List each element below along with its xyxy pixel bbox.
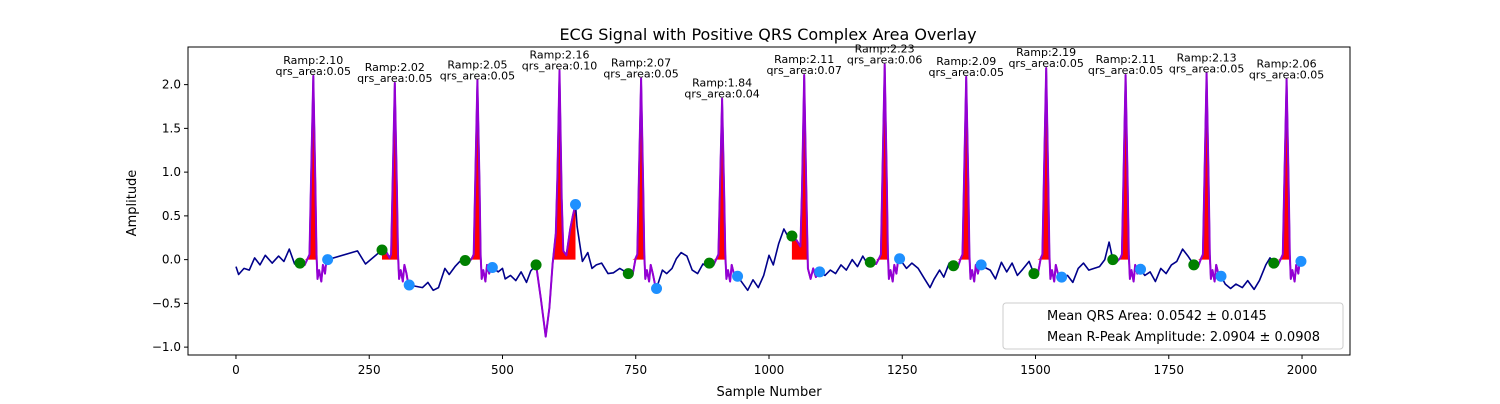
- peak-label-ramp-8: Ramp:2.23: [855, 43, 915, 56]
- x-tick-label: 1500: [1020, 363, 1051, 377]
- x-tick-label: 1750: [1153, 363, 1184, 377]
- legend: Mean QRS Area: 0.0542 ± 0.0145 Mean R-Pe…: [1002, 302, 1344, 350]
- x-tick-label: 1000: [754, 363, 785, 377]
- y-tick-label: 0.0: [162, 253, 181, 267]
- qrs-offset-marker-11: [1135, 263, 1147, 275]
- y-tick-label: 2.0: [162, 78, 181, 92]
- qrs-onset-marker-2: [376, 244, 388, 256]
- peak-label-area-2: qrs_area:0.05: [357, 72, 432, 85]
- qrs-offset-marker-8: [894, 253, 906, 265]
- qrs-segment-5: [627, 77, 658, 290]
- qrs-segment-2: [381, 81, 411, 286]
- qrs-offset-marker-4: [570, 199, 582, 210]
- y-axis: −1.0 −0.5 0.0 0.5 1.0 1.5 2.0: [152, 78, 188, 354]
- qrs-offset-marker-5: [651, 283, 663, 294]
- qrs-offset-marker-7: [814, 266, 826, 278]
- peak-label-area-1: qrs_area:0.05: [276, 65, 351, 78]
- peak-label-ramp-11: Ramp:2.11: [1096, 53, 1156, 66]
- x-tick-label: 750: [624, 363, 647, 377]
- legend-box: [1002, 302, 1344, 350]
- x-axis-label: Sample Number: [716, 385, 822, 400]
- legend-entry-mean-qrs-area: Mean QRS Area: 0.0542 ± 0.0145: [1047, 309, 1267, 324]
- peak-label-ramp-3: Ramp:2.05: [447, 58, 507, 71]
- x-tick-label: 500: [491, 363, 514, 377]
- qrs-segment-1: [299, 74, 329, 283]
- y-tick-label: 1.0: [162, 165, 181, 179]
- peak-label-area-4: qrs_area:0.10: [522, 60, 597, 73]
- qrs-segment-10: [1033, 67, 1063, 283]
- qrs-segment-6: [708, 97, 739, 283]
- x-tick-label: 2000: [1287, 363, 1318, 377]
- peak-label-area-10: qrs_area:0.05: [1008, 57, 1083, 70]
- peak-label-ramp-12: Ramp:2.13: [1177, 51, 1237, 64]
- qrs-segment-9: [953, 75, 982, 283]
- qrs-offset-marker-10: [1056, 271, 1068, 283]
- qrs-onset-marker-6: [703, 257, 715, 269]
- qrs-area-fill-8: [870, 64, 900, 260]
- qrs-onset-marker-1: [294, 257, 306, 269]
- qrs-offset-marker-6: [732, 270, 744, 282]
- x-axis: 0 250 500 750 1000 1250 1500 1750 2000: [232, 355, 1317, 377]
- qrs-onset-marker-3: [459, 255, 471, 266]
- qrs-onset-marker-5: [622, 268, 634, 280]
- x-tick-label: 250: [358, 363, 381, 377]
- peak-label-area-12: qrs_area:0.05: [1169, 62, 1244, 75]
- peak-label-area-6: qrs_area:0.04: [684, 88, 759, 101]
- qrs-onset-marker-12: [1188, 259, 1200, 271]
- peak-label-area-8: qrs_area:0.06: [847, 54, 922, 67]
- qrs-area-fill-1: [299, 75, 328, 260]
- x-tick-label: 0: [232, 363, 240, 377]
- peak-label-ramp-2: Ramp:2.02: [365, 61, 425, 74]
- peak-label-ramp-6: Ramp:1.84: [692, 77, 752, 90]
- peak-label-ramp-9: Ramp:2.09: [936, 55, 996, 68]
- peak-label-area-13: qrs_area:0.05: [1249, 68, 1324, 81]
- qrs-area-fill-4: [536, 70, 576, 260]
- qrs-offset-marker-13: [1295, 255, 1307, 267]
- qrs-onset-marker-9: [947, 260, 959, 272]
- y-tick-label: 1.5: [162, 121, 181, 135]
- x-tick-label: 1250: [887, 363, 918, 377]
- qrs-offset-marker-12: [1215, 270, 1227, 282]
- y-axis-label: Amplitude: [125, 170, 140, 237]
- chart-title: ECG Signal with Positive QRS Complex Are…: [559, 25, 976, 44]
- qrs-offset-marker-9: [975, 259, 987, 271]
- qrs-segment-13: [1273, 78, 1302, 283]
- y-tick-label: −1.0: [152, 340, 181, 354]
- qrs-segment-8: [870, 63, 901, 283]
- plot-area: [235, 63, 1307, 338]
- peak-label-area-7: qrs_area:0.07: [766, 64, 841, 77]
- peak-label-ramp-13: Ramp:2.06: [1257, 57, 1317, 70]
- qrs-offset-marker-3: [486, 262, 498, 273]
- qrs-offset-marker-1: [322, 254, 334, 266]
- peak-label-area-3: qrs_area:0.05: [440, 69, 515, 82]
- qrs-onset-marker-4: [530, 259, 542, 271]
- qrs-onset-marker-10: [1028, 268, 1040, 280]
- qrs-onset-marker-13: [1268, 257, 1280, 269]
- qrs-onset-marker-11: [1107, 254, 1119, 266]
- peak-label-ramp-4: Ramp:2.16: [529, 49, 589, 62]
- peak-label-ramp-10: Ramp:2.19: [1016, 46, 1076, 59]
- y-tick-label: 0.5: [162, 209, 181, 223]
- peak-label-ramp-7: Ramp:2.11: [774, 53, 834, 66]
- peak-label-area-11: qrs_area:0.05: [1088, 64, 1163, 77]
- peak-label-ramp-5: Ramp:2.07: [611, 57, 671, 70]
- qrs-onset-marker-7: [786, 230, 798, 242]
- qrs-segment-7: [791, 74, 821, 280]
- y-tick-label: −0.5: [152, 296, 181, 310]
- qrs-onset-marker-8: [864, 256, 876, 268]
- qrs-offset-marker-2: [403, 279, 415, 291]
- legend-entry-mean-r-peak-amplitude: Mean R-Peak Amplitude: 2.0904 ± 0.0908: [1047, 330, 1320, 345]
- qrs-segment-12: [1193, 72, 1222, 283]
- peak-label-ramp-1: Ramp:2.10: [283, 54, 343, 67]
- peak-label-area-5: qrs_area:0.05: [603, 68, 678, 81]
- peak-label-area-9: qrs_area:0.05: [928, 66, 1003, 79]
- qrs-segment-4: [535, 69, 577, 338]
